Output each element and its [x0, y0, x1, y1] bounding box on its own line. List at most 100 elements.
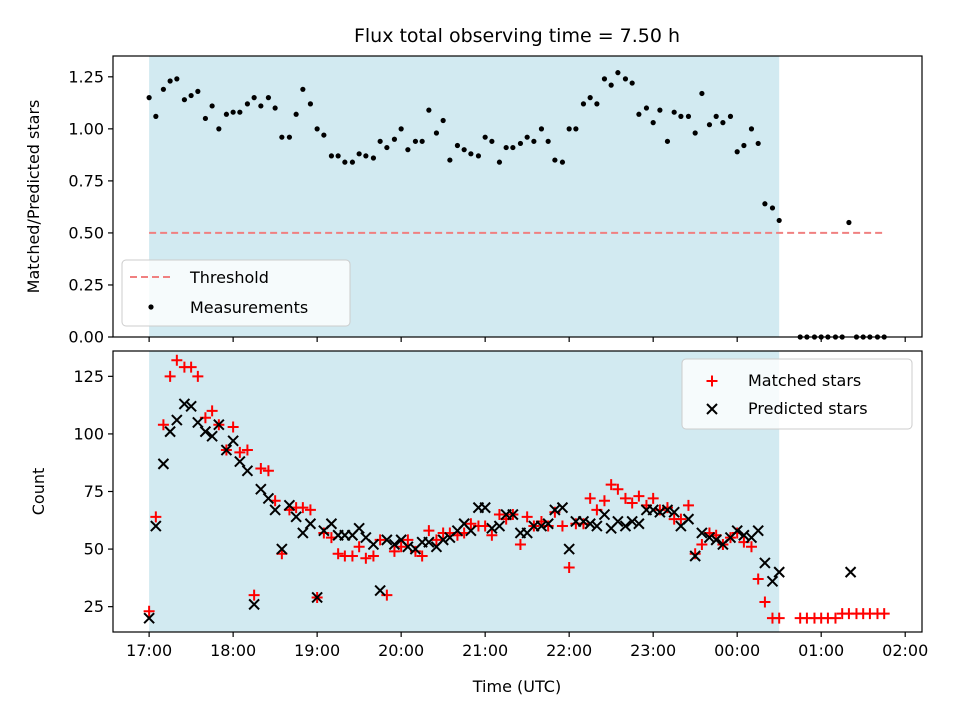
data-point: [146, 95, 152, 101]
data-point: [664, 138, 671, 144]
y-tick-label: 1.00: [68, 119, 104, 138]
data-point: [829, 612, 841, 624]
data-point: [545, 138, 551, 144]
data-point: [605, 479, 617, 491]
data-point: [608, 82, 614, 88]
data-point: [699, 90, 705, 97]
data-point: [566, 126, 572, 132]
data-point: [601, 76, 608, 82]
x-tick-label: 21:00: [462, 641, 508, 660]
data-point: [300, 86, 306, 92]
data-point: [202, 115, 209, 122]
x-tick-label: 01:00: [798, 641, 844, 660]
data-point: [388, 538, 401, 551]
data-point: [713, 113, 719, 119]
data-point: [633, 518, 645, 530]
data-point: [213, 418, 225, 431]
x-tick-label: 23:00: [630, 641, 676, 660]
data-point: [405, 147, 411, 153]
data-point: [629, 80, 635, 86]
data-point: [531, 138, 537, 144]
data-point: [150, 511, 162, 523]
data-point: [619, 492, 631, 504]
data-point: [731, 524, 743, 537]
data-point: [598, 508, 611, 521]
data-point: [192, 416, 204, 429]
data-point: [776, 217, 782, 224]
data-point: [612, 515, 624, 528]
data-point: [682, 513, 695, 525]
x-tick-label: 22:00: [546, 641, 592, 660]
data-point: [668, 506, 680, 518]
legend-predicted-label: Predicted stars: [748, 399, 868, 418]
data-point: [388, 545, 400, 557]
data-point: [678, 113, 684, 119]
y-tick-label: 125: [73, 367, 104, 386]
data-point: [521, 511, 533, 523]
data-point: [682, 499, 694, 511]
data-point: [647, 492, 659, 504]
data-point: [143, 605, 155, 617]
data-point: [234, 455, 246, 468]
data-point: [580, 101, 587, 107]
data-point: [741, 142, 747, 149]
y-tick-label: 100: [73, 424, 104, 443]
data-point: [192, 370, 204, 382]
ratio-series-0: [146, 70, 887, 340]
count-legend: Matched stars Predicted stars: [681, 358, 913, 430]
data-point: [752, 524, 764, 537]
data-point: [332, 548, 344, 560]
data-point: [171, 414, 183, 426]
data-point: [416, 550, 428, 562]
data-point: [209, 103, 215, 109]
data-point: [773, 612, 785, 624]
data-point: [773, 566, 785, 578]
data-point: [759, 557, 771, 569]
data-point: [538, 126, 545, 132]
data-point: [468, 151, 474, 157]
data-point: [160, 86, 167, 92]
data-point: [157, 458, 170, 470]
data-point: [703, 531, 716, 544]
data-point: [143, 612, 155, 624]
data-point: [447, 157, 453, 163]
data-point: [391, 136, 398, 142]
data-point: [615, 70, 621, 76]
data-point: [706, 122, 713, 128]
data-point: [251, 95, 257, 101]
data-point: [262, 465, 274, 477]
data-point: [311, 591, 323, 604]
data-point: [290, 511, 302, 523]
data-point: [325, 518, 338, 530]
data-point: [241, 444, 253, 456]
chart-title: Flux total observing time = 7.50 h: [354, 25, 680, 47]
data-point: [377, 138, 383, 144]
data-point: [384, 144, 390, 151]
data-point: [685, 113, 692, 119]
data-point: [692, 130, 698, 136]
data-point: [489, 138, 495, 144]
x-axis-label: Time (UTC): [472, 677, 561, 696]
legend-box: [681, 358, 913, 430]
data-point: [227, 435, 239, 447]
y-tick-label: 0.50: [68, 223, 104, 242]
y-tick-label: 50: [84, 540, 104, 559]
legend-threshold-label: Threshold: [189, 268, 269, 287]
data-point: [496, 159, 503, 165]
data-point: [199, 425, 212, 438]
x-tick-label: 17:00: [126, 641, 172, 660]
data-point: [633, 490, 645, 502]
data-point: [535, 520, 548, 532]
x-tick-label: 20:00: [378, 641, 424, 660]
data-point: [241, 465, 254, 477]
data-point: [185, 361, 197, 373]
y-tick-label: 0.25: [68, 275, 104, 294]
count-panel: 25 50 75 100 125 17:00 18:00 19:00 20:00 21:00 22:…: [29, 350, 928, 660]
data-point: [304, 518, 317, 530]
data-point: [255, 483, 267, 495]
ratio-y-axis-label: Matched/Predicted stars: [24, 100, 43, 294]
data-point: [220, 444, 233, 456]
ratio-panel: 0.00 0.25 0.50 0.75 1.00 1.25 Matched/Predicte…: [24, 55, 923, 347]
data-point: [503, 144, 509, 151]
data-point: [577, 515, 590, 528]
